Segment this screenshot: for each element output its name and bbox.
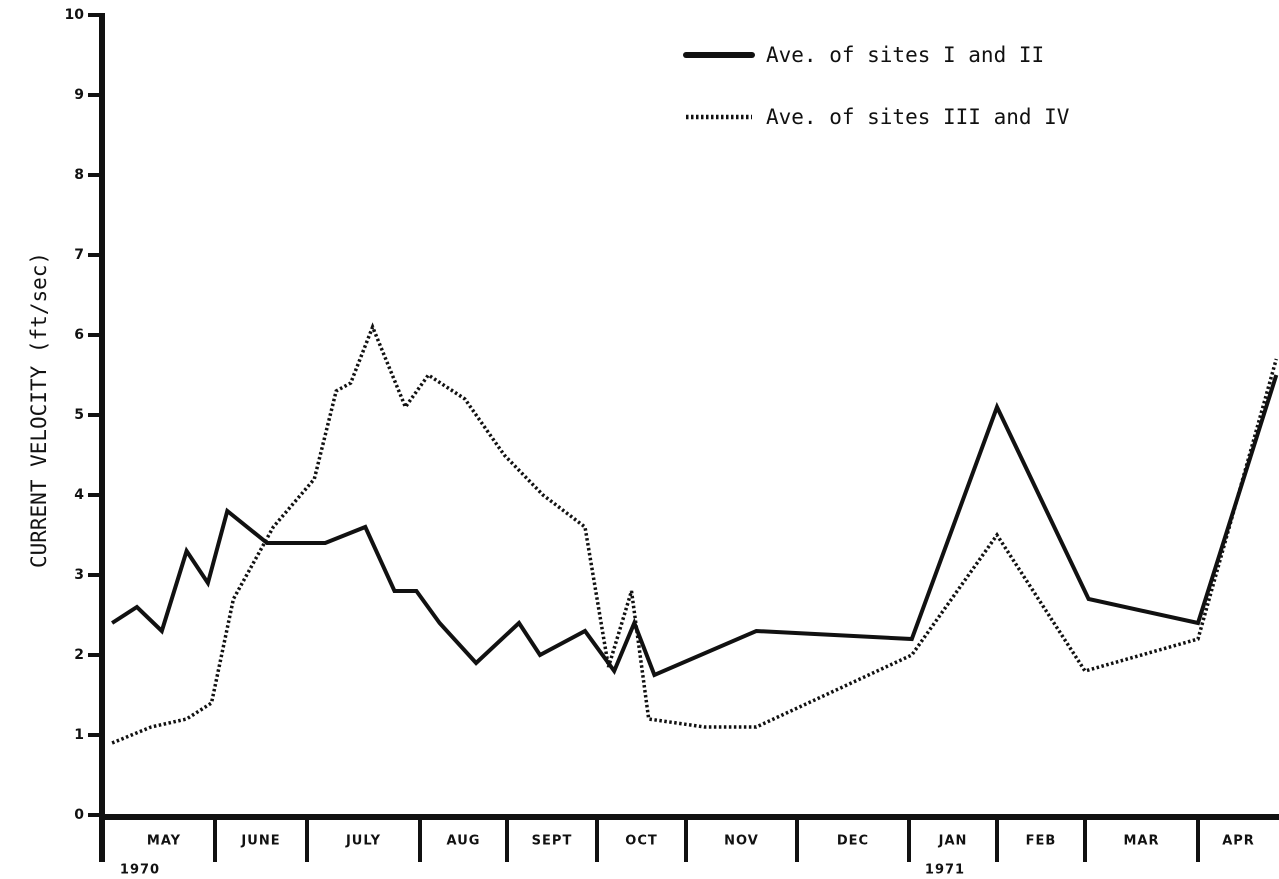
month-label: JUNE [240, 834, 280, 849]
y-tick-label: 6 [74, 327, 84, 343]
legend: Ave. of sites I and II Ave. of sites III… [683, 43, 1070, 129]
axes: 0 1 2 3 4 5 6 7 8 9 10 MAY 1970 JUNE JULY AUG SEPT OCT NOV… [65, 7, 1279, 878]
year-label: 1971 [925, 863, 965, 878]
month-label: OCT [625, 834, 657, 849]
y-tick-label: 5 [74, 407, 84, 423]
series-line-sites-3-4 [111, 322, 1278, 745]
month-label: JAN [938, 834, 968, 849]
y-tick-label: 3 [74, 567, 84, 583]
y-tick-label: 9 [74, 87, 84, 103]
y-tick-label: 10 [65, 7, 85, 23]
year-label: 1970 [120, 863, 160, 878]
month-label: JULY [345, 834, 381, 849]
month-label: FEB [1026, 834, 1057, 849]
y-tick-label: 4 [74, 487, 84, 503]
series-layer [111, 322, 1279, 745]
y-tick-label: 7 [74, 247, 84, 263]
y-tick-label: 0 [74, 807, 84, 823]
y-tick-label: 1 [74, 727, 84, 743]
month-label: AUG [447, 834, 481, 849]
y-axis-label: CURRENT VELOCITY (ft/sec) [27, 252, 51, 568]
y-tick-label: 2 [74, 647, 84, 663]
legend-label-sites-3-4: Ave. of sites III and IV [766, 105, 1070, 129]
legend-label-sites-1-2: Ave. of sites I and II [766, 43, 1044, 67]
month-label: NOV [724, 834, 759, 849]
month-label: APR [1222, 834, 1255, 849]
month-label: SEPT [532, 834, 573, 849]
month-label: MAY [147, 834, 181, 849]
month-label: MAR [1123, 834, 1159, 849]
y-tick-label: 8 [74, 167, 84, 183]
series-line-sites-1-2 [111, 374, 1279, 678]
month-label: DEC [837, 834, 869, 849]
